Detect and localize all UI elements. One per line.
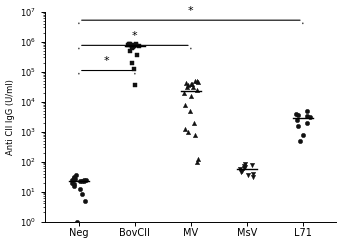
Text: *: * (104, 56, 110, 66)
Point (192, 79, 198, 83)
Point (195, 79, 200, 83)
Point (189, 82, 194, 86)
Point (195, 80, 200, 84)
Point (184, 81, 189, 85)
Point (182, 127, 188, 131)
Point (187, 109, 193, 113)
Point (194, 88, 200, 92)
Point (301, 132, 306, 136)
Point (242, 163, 248, 166)
Point (195, 160, 200, 163)
Point (307, 115, 313, 119)
Point (181, 91, 187, 95)
Point (133, 43, 139, 47)
Point (241, 166, 247, 170)
Point (71, 182, 77, 186)
Point (69, 178, 75, 182)
Point (185, 85, 190, 89)
Point (70, 181, 75, 184)
Point (78, 187, 83, 191)
Point (195, 157, 200, 161)
Point (78, 179, 83, 183)
Point (132, 44, 137, 48)
Point (127, 42, 133, 46)
Point (297, 139, 302, 142)
Point (73, 173, 79, 177)
Point (71, 184, 77, 188)
Point (130, 45, 136, 49)
Point (72, 177, 77, 181)
Point (185, 130, 191, 133)
Point (293, 112, 298, 116)
Point (242, 165, 248, 169)
Point (294, 118, 299, 122)
Point (131, 67, 137, 71)
Point (241, 164, 246, 168)
Point (129, 46, 135, 50)
Point (295, 124, 300, 128)
Text: *: * (132, 31, 138, 41)
Point (83, 199, 88, 203)
Point (81, 179, 87, 183)
Point (128, 43, 133, 47)
Point (238, 170, 244, 174)
Point (126, 43, 131, 47)
Point (305, 109, 310, 113)
Point (250, 172, 256, 175)
Point (132, 43, 138, 47)
Point (250, 175, 255, 179)
Y-axis label: Anti CII IgG (U/ml): Anti CII IgG (U/ml) (5, 79, 15, 155)
Point (246, 173, 251, 177)
Point (79, 179, 85, 183)
Point (249, 163, 254, 167)
Point (74, 220, 80, 224)
Point (183, 103, 188, 107)
Point (71, 175, 77, 179)
Point (80, 193, 85, 196)
Point (191, 121, 196, 124)
Point (304, 114, 310, 118)
Point (136, 44, 142, 48)
Point (188, 94, 194, 98)
Point (129, 61, 135, 65)
Point (304, 121, 310, 124)
Text: *: * (188, 6, 194, 16)
Point (296, 113, 301, 117)
Point (127, 49, 132, 53)
Point (134, 53, 139, 57)
Point (134, 42, 139, 46)
Point (81, 178, 87, 182)
Point (132, 83, 138, 87)
Point (185, 83, 191, 87)
Point (71, 176, 77, 180)
Point (193, 132, 198, 136)
Point (188, 82, 194, 86)
Point (126, 42, 131, 46)
Point (190, 85, 196, 89)
Point (240, 169, 245, 173)
Point (83, 178, 89, 182)
Point (237, 167, 243, 171)
